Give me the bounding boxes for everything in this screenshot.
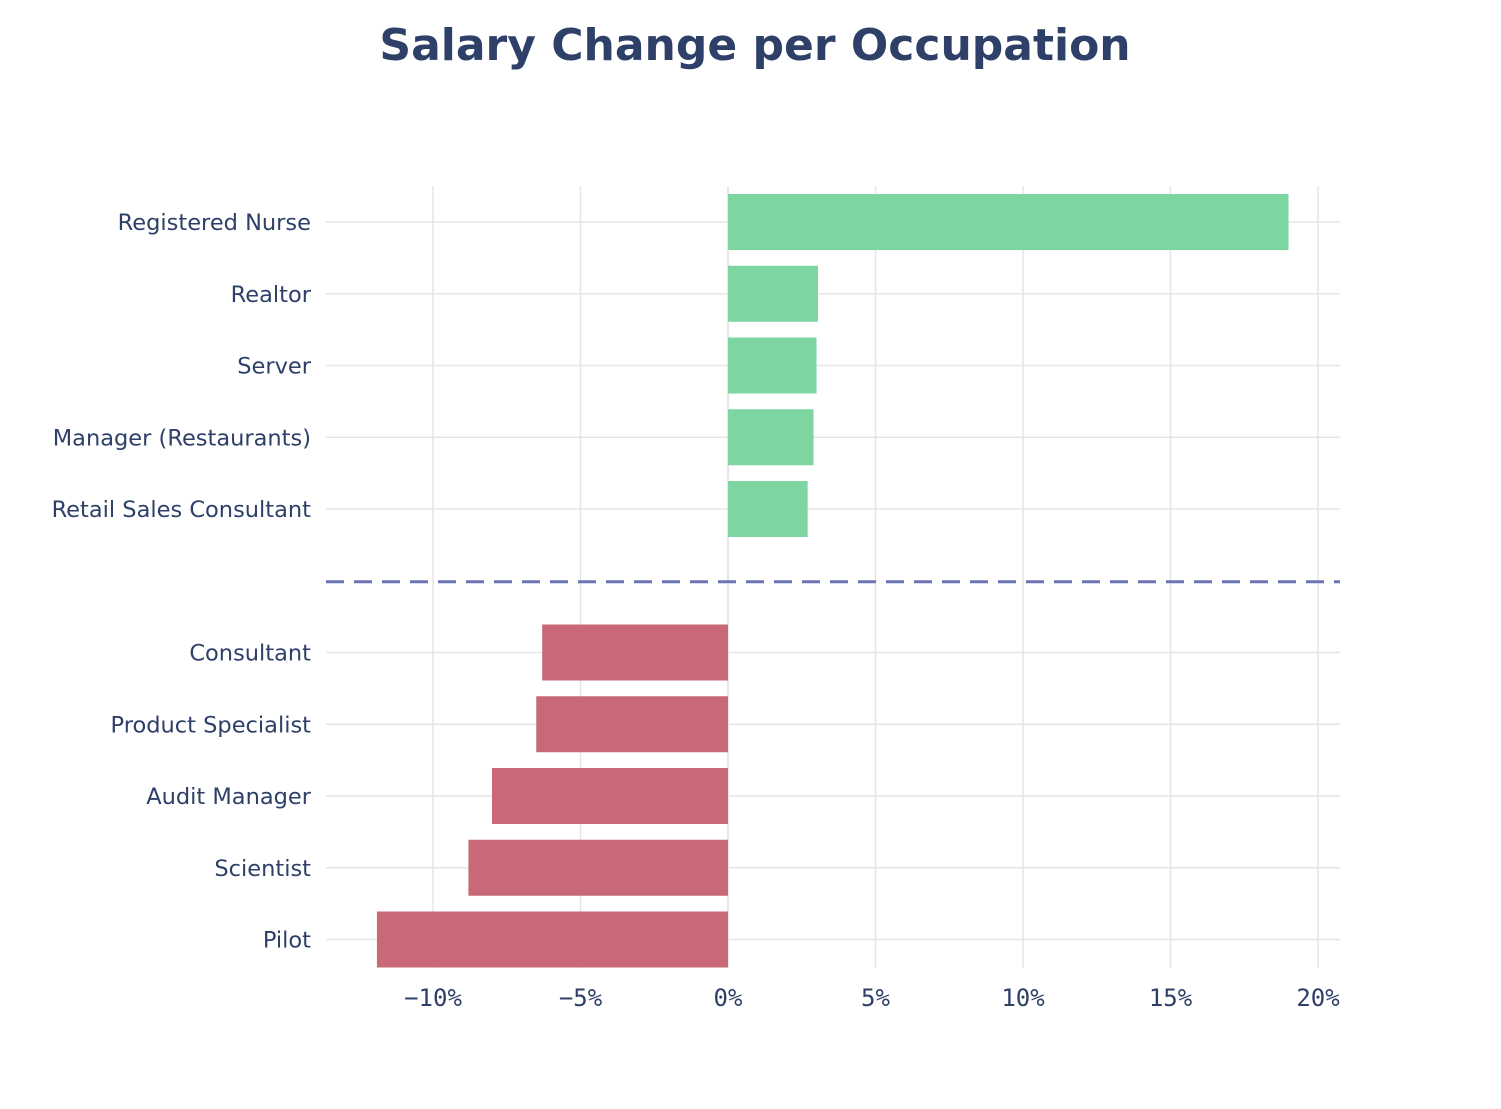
bar-realtor[interactable]: [728, 265, 818, 322]
bar-layer: [326, 194, 1340, 968]
category-label: Server: [237, 354, 312, 380]
category-label: Audit Manager: [146, 784, 312, 810]
x-tick-label: 15%: [1149, 984, 1193, 1012]
x-tick-label: 20%: [1296, 984, 1340, 1012]
bar-server[interactable]: [728, 337, 817, 394]
x-tick-label: −5%: [559, 984, 603, 1012]
bar-registered-nurse[interactable]: [728, 194, 1289, 250]
category-label: Manager (Restaurants): [53, 425, 311, 451]
bar-product-specialist[interactable]: [536, 696, 728, 753]
category-label: Scientist: [214, 856, 311, 882]
bar-retail-sales-consultant[interactable]: [728, 481, 808, 537]
bar-scientist[interactable]: [468, 839, 728, 896]
category-label: Retail Sales Consultant: [52, 497, 312, 523]
category-label: Product Specialist: [111, 712, 312, 738]
category-label: Registered Nurse: [118, 210, 311, 236]
grid-layer: [326, 186, 1340, 968]
x-tick-label: 5%: [861, 984, 890, 1012]
category-label: Realtor: [231, 282, 312, 308]
bar-audit-manager[interactable]: [492, 768, 728, 824]
bar-manager-restaurants[interactable]: [728, 409, 814, 466]
x-tick-label: −10%: [404, 984, 462, 1012]
chart-title: Salary Change per Occupation: [379, 20, 1130, 71]
x-axis-ticks: −10% −5% 0% 5% 10% 15% 20%: [404, 984, 1340, 1012]
x-tick-label: 0%: [714, 984, 743, 1012]
x-tick-label: 10%: [1001, 984, 1045, 1012]
category-label: Consultant: [189, 641, 311, 667]
bar-consultant[interactable]: [542, 624, 728, 681]
bar-pilot[interactable]: [376, 911, 728, 968]
category-labels: Registered Nurse Realtor Server Manager (Re…: [52, 210, 312, 954]
category-label: Pilot: [263, 928, 311, 954]
